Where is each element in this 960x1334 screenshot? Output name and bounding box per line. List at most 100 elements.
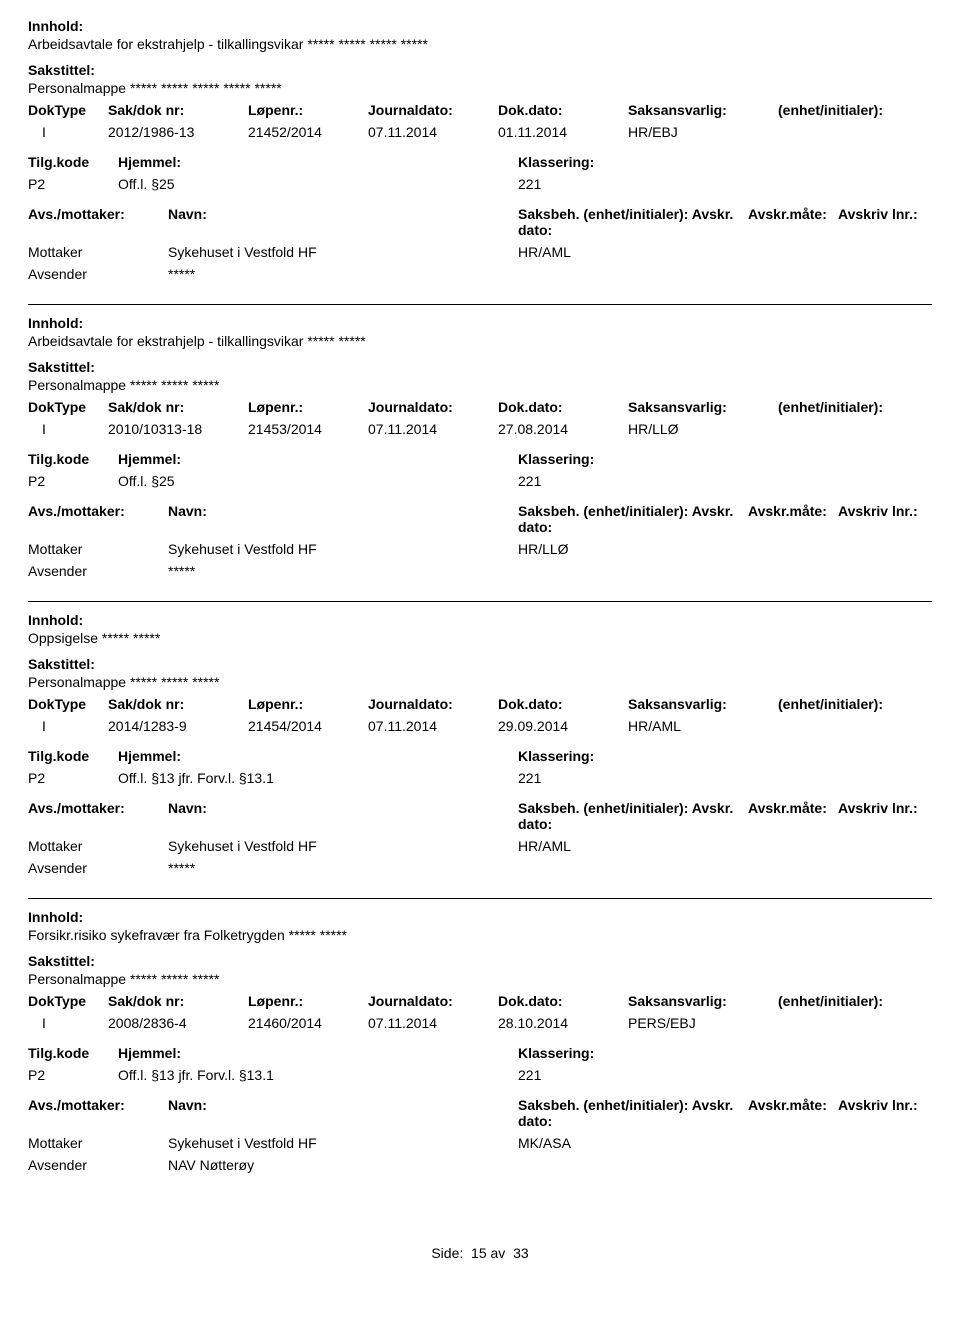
hdr-lopenr: Løpenr.:	[248, 696, 368, 712]
hdr-dokdato: Dok.dato:	[498, 993, 628, 1009]
hdr-dokdato: Dok.dato:	[498, 102, 628, 118]
hdr-avsmottaker: Avs./mottaker:	[28, 206, 168, 238]
row2-header: Tilg.kode Hjemmel: Klassering:	[28, 154, 932, 170]
row2-header: Tilg.kode Hjemmel: Klassering:	[28, 451, 932, 467]
val-saksansvarlig: HR/LLØ	[628, 421, 778, 437]
val-sakdok: 2010/10313-18	[108, 421, 248, 437]
hdr-saksansvarlig: Saksansvarlig:	[628, 993, 778, 1009]
innhold-label: Innhold:	[28, 612, 932, 628]
footer-side-label: Side:	[431, 1245, 463, 1261]
page-footer: Side: 15 av 33	[28, 1245, 932, 1261]
hdr-avskrmate: Avskr.måte:	[748, 503, 838, 535]
row1-values: I 2010/10313-18 21453/2014 07.11.2014 27…	[28, 421, 932, 437]
val-lopenr: 21460/2014	[248, 1015, 368, 1031]
journal-record: Innhold: Forsikr.risiko sykefravær fra F…	[28, 909, 932, 1195]
hdr-saksbeh: Saksbeh. (enhet/initialer): Avskr. dato:	[518, 1097, 748, 1129]
hdr-sakdok: Sak/dok nr:	[108, 102, 248, 118]
sakstittel-text: Personalmappe ***** ***** *****	[28, 377, 932, 393]
hdr-saksbeh-a: Saksbeh.	[518, 1097, 579, 1113]
hdr-spacer	[948, 503, 960, 535]
row2-header: Tilg.kode Hjemmel: Klassering:	[28, 1045, 932, 1061]
mottaker-label: Mottaker	[28, 244, 168, 260]
val-doktype: I	[28, 124, 108, 140]
hdr-avskrivlnr: Avskriv lnr.:	[838, 206, 948, 238]
hdr-tilgkode: Tilg.kode	[28, 748, 118, 764]
val-tilgkode: P2	[28, 1067, 118, 1083]
hdr-lopenr: Løpenr.:	[248, 102, 368, 118]
mottaker-saksbeh: HR/LLØ	[518, 541, 748, 557]
hdr-klassering: Klassering:	[518, 154, 818, 170]
hdr-avskrmate: Avskr.måte:	[748, 206, 838, 238]
val-tilgkode: P2	[28, 473, 118, 489]
footer-av-label: av	[491, 1245, 506, 1261]
hdr-saksbeh-b: (enhet/initialer):	[583, 503, 688, 519]
val-dokdato: 27.08.2014	[498, 421, 628, 437]
hdr-avskrivlnr: Avskriv lnr.:	[838, 503, 948, 535]
hdr-saksbeh-b: (enhet/initialer):	[583, 206, 688, 222]
hdr-saksbeh: Saksbeh. (enhet/initialer): Avskr. dato:	[518, 206, 748, 238]
mottaker-saksbeh: HR/AML	[518, 244, 748, 260]
avsender-navn: NAV Nøtterøy	[168, 1157, 518, 1173]
mottaker-label: Mottaker	[28, 838, 168, 854]
hdr-journaldato: Journaldato:	[368, 102, 498, 118]
row2-values: P2 Off.l. §13 jfr. Forv.l. §13.1 221	[28, 1067, 932, 1083]
row2-values: P2 Off.l. §25 221	[28, 176, 932, 192]
val-saksansvarlig: PERS/EBJ	[628, 1015, 778, 1031]
row3-mottaker: Mottaker Sykehuset i Vestfold HF HR/LLØ	[28, 541, 932, 557]
hdr-saksbeh-a: Saksbeh.	[518, 503, 579, 519]
avsender-navn: *****	[168, 266, 518, 282]
val-doktype: I	[28, 421, 108, 437]
row1-header: DokType Sak/dok nr: Løpenr.: Journaldato…	[28, 399, 932, 415]
page: Innhold: Arbeidsavtale for ekstrahjelp -…	[0, 0, 960, 1301]
avsender-navn: *****	[168, 563, 518, 579]
hdr-dokdato: Dok.dato:	[498, 399, 628, 415]
journal-record: Innhold: Arbeidsavtale for ekstrahjelp -…	[28, 18, 932, 305]
hdr-enhet: (enhet/initialer):	[778, 399, 928, 415]
hdr-navn: Navn:	[168, 206, 518, 238]
val-dokdato: 01.11.2014	[498, 124, 628, 140]
sakstittel-label: Sakstittel:	[28, 953, 932, 969]
sakstittel-label: Sakstittel:	[28, 62, 932, 78]
footer-total: 33	[513, 1245, 529, 1261]
val-sakdok: 2012/1986-13	[108, 124, 248, 140]
row1-header: DokType Sak/dok nr: Løpenr.: Journaldato…	[28, 993, 932, 1009]
row3-header: Avs./mottaker: Navn: Saksbeh. (enhet/ini…	[28, 800, 932, 832]
hdr-navn: Navn:	[168, 800, 518, 832]
hdr-tilgkode: Tilg.kode	[28, 1045, 118, 1061]
avsender-label: Avsender	[28, 266, 168, 282]
hdr-sakdok: Sak/dok nr:	[108, 993, 248, 1009]
row3-header: Avs./mottaker: Navn: Saksbeh. (enhet/ini…	[28, 206, 932, 238]
val-klassering: 221	[518, 1067, 818, 1083]
row3-mottaker: Mottaker Sykehuset i Vestfold HF HR/AML	[28, 838, 932, 854]
row2-values: P2 Off.l. §25 221	[28, 473, 932, 489]
hdr-enhet: (enhet/initialer):	[778, 696, 928, 712]
row3-avsender: Avsender NAV Nøtterøy	[28, 1157, 932, 1173]
row1-values: I 2008/2836-4 21460/2014 07.11.2014 28.1…	[28, 1015, 932, 1031]
val-journaldato: 07.11.2014	[368, 1015, 498, 1031]
hdr-hjemmel: Hjemmel:	[118, 1045, 518, 1061]
val-journaldato: 07.11.2014	[368, 124, 498, 140]
val-saksansvarlig: HR/EBJ	[628, 124, 778, 140]
val-hjemmel: Off.l. §13 jfr. Forv.l. §13.1	[118, 770, 518, 786]
mottaker-navn: Sykehuset i Vestfold HF	[168, 244, 518, 260]
hdr-avsmottaker: Avs./mottaker:	[28, 800, 168, 832]
mottaker-navn: Sykehuset i Vestfold HF	[168, 838, 518, 854]
mottaker-label: Mottaker	[28, 541, 168, 557]
avsender-label: Avsender	[28, 860, 168, 876]
row1-values: I 2012/1986-13 21452/2014 07.11.2014 01.…	[28, 124, 932, 140]
hdr-lopenr: Løpenr.:	[248, 399, 368, 415]
val-enhet	[778, 1015, 928, 1031]
hdr-spacer	[948, 206, 960, 238]
innhold-label: Innhold:	[28, 909, 932, 925]
row3-header: Avs./mottaker: Navn: Saksbeh. (enhet/ini…	[28, 503, 932, 535]
val-klassering: 221	[518, 770, 818, 786]
mottaker-saksbeh: HR/AML	[518, 838, 748, 854]
row1-header: DokType Sak/dok nr: Løpenr.: Journaldato…	[28, 696, 932, 712]
hdr-dokdato: Dok.dato:	[498, 696, 628, 712]
row3-mottaker: Mottaker Sykehuset i Vestfold HF MK/ASA	[28, 1135, 932, 1151]
innhold-text: Arbeidsavtale for ekstrahjelp - tilkalli…	[28, 333, 932, 349]
val-lopenr: 21452/2014	[248, 124, 368, 140]
val-klassering: 221	[518, 176, 818, 192]
val-sakdok: 2008/2836-4	[108, 1015, 248, 1031]
hdr-doktype: DokType	[28, 102, 108, 118]
